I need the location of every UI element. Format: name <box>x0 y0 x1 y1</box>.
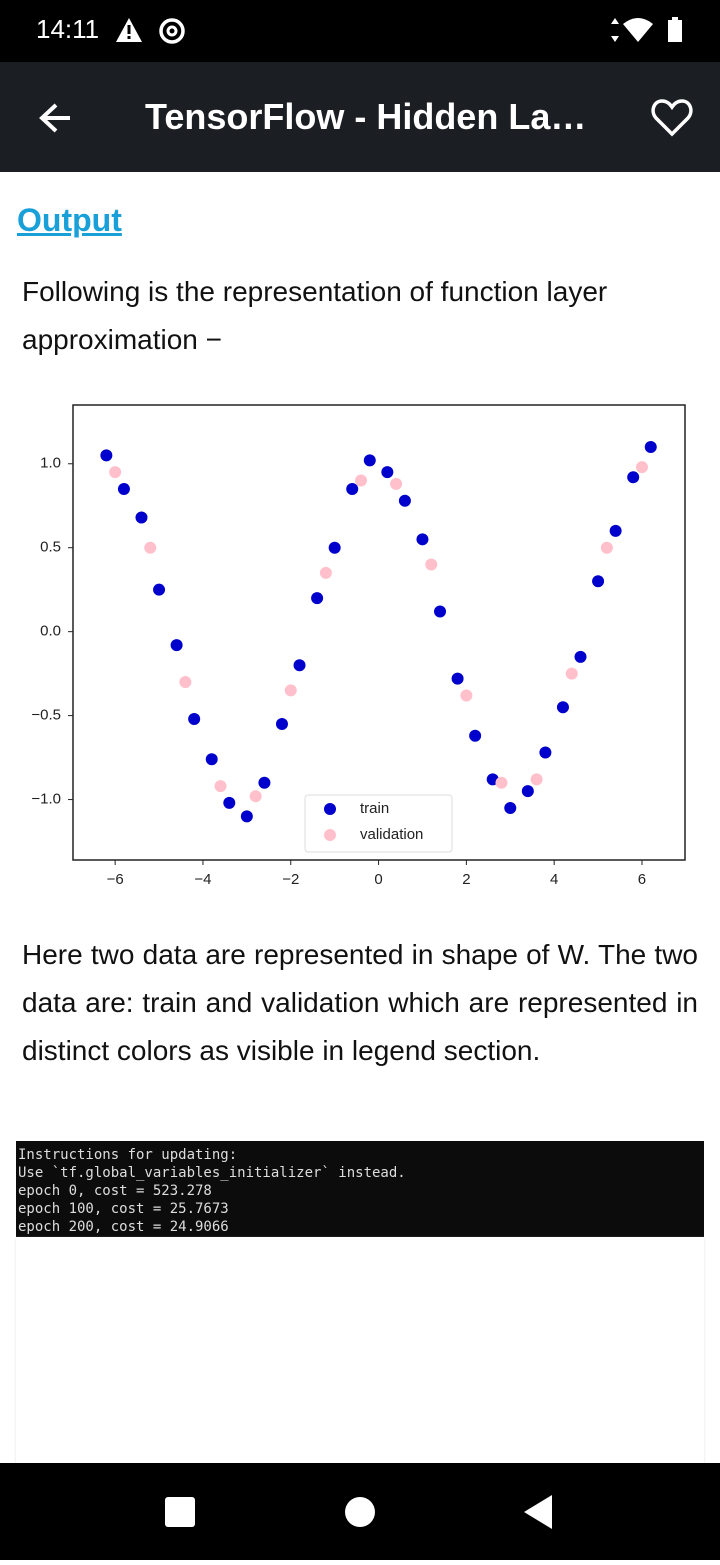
data-point <box>117 482 130 495</box>
data-point <box>328 541 341 554</box>
data-point <box>109 466 122 479</box>
paragraph: Following is the representation of funct… <box>22 276 608 355</box>
app-title: TensorFlow - Hidden La… <box>145 96 587 137</box>
data-point <box>565 667 578 680</box>
x-tick-label: 2 <box>462 871 470 888</box>
data-point <box>398 494 411 507</box>
terminal-line: Instructions for updating: <box>18 1147 238 1163</box>
status-icons-right <box>611 17 682 42</box>
chart: −6 −4 −2 0 2 4 6 1.0 0.5 0.0 −0.5 −1.0 train validati… <box>31 404 686 888</box>
terminal-line: epoch 100, cost = 25.7673 <box>18 1201 229 1217</box>
data-point <box>451 672 464 685</box>
data-point <box>355 474 367 487</box>
data-point <box>504 801 517 814</box>
data-point <box>144 541 157 554</box>
plot-frame <box>72 404 686 861</box>
data-point <box>258 776 271 789</box>
data-point <box>240 810 253 823</box>
data-point <box>627 471 640 484</box>
data-point <box>293 659 306 672</box>
data-point <box>644 440 657 453</box>
y-tick-label: −1.0 <box>31 791 61 808</box>
data-point <box>179 676 192 689</box>
data-point <box>609 524 622 537</box>
y-tick-label: 1.0 <box>40 455 61 472</box>
legend-label: validation <box>360 826 423 843</box>
data-point <box>574 650 587 663</box>
data-point <box>214 780 227 793</box>
legend-marker <box>324 829 336 841</box>
data-point <box>170 639 183 652</box>
data-point <box>346 482 359 495</box>
data-point <box>363 454 376 467</box>
back-button[interactable] <box>36 98 76 138</box>
data-point <box>425 558 438 571</box>
data-point <box>592 575 605 588</box>
navigation-bar <box>0 1463 720 1560</box>
section-heading[interactable]: Output <box>17 202 122 238</box>
status-bar: 14:11 <box>0 0 720 62</box>
data-point <box>135 511 148 524</box>
data-point <box>153 583 166 596</box>
back-nav-button[interactable] <box>524 1495 552 1529</box>
data-point <box>600 541 613 554</box>
data-point <box>390 477 403 490</box>
clock: 14:11 <box>36 14 100 44</box>
data-point <box>100 449 113 462</box>
legend-box <box>304 794 453 853</box>
data-point <box>311 592 324 605</box>
data-point <box>539 746 552 759</box>
x-tick-label: 0 <box>374 871 382 888</box>
content-card <box>16 1237 704 1463</box>
data-point <box>275 718 288 731</box>
terminal-line: Use `tf.global_variables_initializer` in… <box>18 1165 406 1181</box>
nav-buttons <box>165 1495 552 1529</box>
y-tick-label: −0.5 <box>31 707 61 724</box>
data-point <box>223 796 236 809</box>
data-point <box>434 605 447 618</box>
data-point <box>188 712 201 725</box>
status-icons-left <box>116 18 185 44</box>
data-point <box>319 566 332 579</box>
data-point <box>460 689 473 702</box>
data-point <box>249 790 262 803</box>
data-point <box>205 753 218 766</box>
data-point <box>530 773 543 786</box>
legend-marker <box>324 803 336 815</box>
data-point <box>635 461 648 474</box>
data-point <box>495 776 508 789</box>
x-tick-label: −6 <box>107 871 124 888</box>
legend-label: train <box>360 800 389 817</box>
x-tick-label: 6 <box>638 871 646 888</box>
data-point <box>381 466 394 479</box>
x-tick-label: −4 <box>194 871 211 888</box>
x-tick-label: −2 <box>282 871 299 888</box>
y-tick-label: 0.5 <box>40 539 61 556</box>
terminal-output: Instructions for updating: Use `tf.global… <box>16 1141 704 1237</box>
data-point <box>284 684 297 697</box>
y-tick-label: 0.0 <box>40 623 61 640</box>
terminal-line: epoch 200, cost = 24.9066 <box>18 1219 229 1235</box>
x-tick-label: 4 <box>550 871 558 888</box>
data-point <box>521 785 534 798</box>
data-point <box>469 729 482 742</box>
data-point <box>556 701 569 714</box>
terminal-line: epoch 0, cost = 523.278 <box>18 1183 212 1199</box>
app-bar <box>0 62 720 172</box>
recents-button[interactable] <box>165 1497 195 1527</box>
home-button[interactable] <box>345 1497 375 1527</box>
paragraph: Here two data are represented in shape o… <box>22 939 698 1066</box>
data-point <box>416 533 429 546</box>
favorite-button[interactable] <box>650 96 694 140</box>
